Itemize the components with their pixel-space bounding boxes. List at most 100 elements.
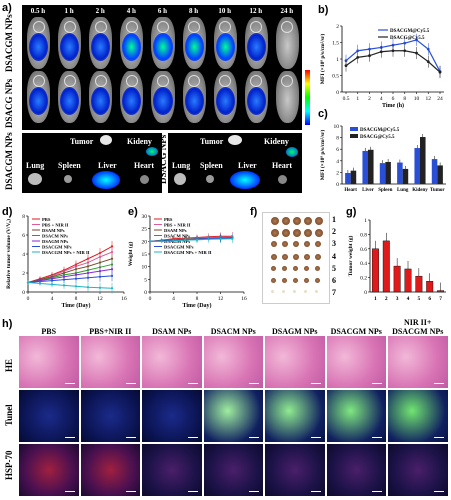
tumor-circle bbox=[32, 75, 45, 87]
data-point bbox=[160, 240, 163, 243]
y-tick-label: 25 bbox=[142, 227, 148, 233]
legend-label: DSAGM NPs bbox=[164, 239, 190, 244]
tumor-specimen bbox=[293, 265, 298, 271]
scale-bar bbox=[372, 437, 382, 438]
x-tick-label: Spleen bbox=[378, 188, 392, 193]
column-header: PBS+NIR II bbox=[89, 327, 132, 336]
panel-g-label: g) bbox=[346, 206, 357, 218]
scale-bar bbox=[433, 383, 444, 384]
tumor-circle bbox=[156, 21, 169, 33]
fluorescence-signal bbox=[184, 87, 204, 115]
tumor-specimen bbox=[293, 278, 298, 283]
y-tick-label: 15 bbox=[142, 252, 148, 258]
x-tick-label: 2 bbox=[368, 96, 371, 102]
x-tick-label: 12 bbox=[97, 296, 103, 302]
time-label: 4 h bbox=[126, 7, 136, 15]
chart-e: 0 5 10 15 20 25 30 0 4 8 12 16 Weight (g) Time (Day) P… bbox=[128, 214, 247, 309]
histology-tile bbox=[203, 444, 263, 496]
scale-bar bbox=[372, 383, 382, 384]
fluorescence-signal bbox=[215, 87, 235, 115]
legend-label: DSACM NPs bbox=[42, 234, 68, 239]
tumor-specimen bbox=[304, 278, 309, 283]
x-tick-label: Lung bbox=[397, 188, 409, 193]
histology-tile bbox=[388, 444, 448, 496]
scale-bar bbox=[310, 383, 321, 384]
x-tick-label: 0 bbox=[27, 296, 30, 302]
x-tick-label: 4 bbox=[172, 296, 175, 302]
tumor-specimen bbox=[304, 290, 307, 294]
scale-bar bbox=[187, 491, 198, 492]
y-axis-label: Tumor weight (g) bbox=[347, 236, 354, 277]
series-line bbox=[150, 238, 233, 242]
y-tick-label: 4 bbox=[336, 159, 339, 165]
panel-b-label: b) bbox=[318, 4, 329, 16]
x-axis-label: Time (Day) bbox=[61, 302, 90, 309]
data-point bbox=[86, 271, 90, 275]
x-tick-label: 8 bbox=[196, 296, 199, 302]
x-tick-label: Tumor bbox=[430, 188, 445, 193]
data-point bbox=[403, 49, 407, 53]
bar bbox=[437, 290, 445, 293]
data-point bbox=[50, 279, 54, 282]
data-point bbox=[184, 238, 187, 242]
mouse-image bbox=[244, 71, 268, 123]
fluorescence-signal bbox=[91, 33, 111, 61]
y-tick-label: 0 bbox=[22, 290, 25, 296]
histology-tile bbox=[265, 444, 325, 496]
scale-bar bbox=[64, 491, 75, 492]
histology-tile bbox=[19, 444, 79, 496]
y-tick-label: 6 bbox=[336, 147, 339, 153]
histology-tile bbox=[326, 444, 386, 496]
data-point bbox=[172, 239, 175, 242]
panel-e-label: e) bbox=[128, 206, 138, 218]
tumor-circle bbox=[94, 75, 107, 87]
time-label: 12 h bbox=[249, 7, 263, 15]
tumor-specimen bbox=[304, 265, 309, 271]
tumor-specimen bbox=[315, 278, 320, 283]
tumor-specimen bbox=[282, 217, 290, 225]
tumor-specimen bbox=[315, 241, 321, 248]
time-label: 24 h bbox=[280, 7, 294, 15]
y-axis-label: MFI (×10⁹ p/s/cm²/sr) bbox=[319, 34, 326, 85]
x-tick-label: Kideny bbox=[412, 188, 428, 193]
organ-label-heart: Heart bbox=[134, 161, 154, 170]
row-label: Tunel bbox=[4, 404, 14, 426]
tumor-specimen bbox=[282, 229, 290, 238]
data-point bbox=[50, 283, 54, 286]
organ-label-kidney: Kideny bbox=[264, 137, 289, 146]
tumor-specimen bbox=[282, 265, 287, 271]
x-tick-label: 4 bbox=[51, 296, 54, 302]
tumor-circle bbox=[125, 75, 138, 87]
tumor-specimen bbox=[271, 217, 279, 225]
y-axis-label: MFI (×10⁹ p/s/cm²/sr) bbox=[319, 130, 326, 181]
x-tick-label: Heart bbox=[344, 188, 357, 193]
organ-tumor bbox=[100, 135, 112, 145]
fluorescence-signal bbox=[153, 33, 173, 61]
fluorescence-signal bbox=[153, 87, 173, 115]
y-tick-label: 0 bbox=[336, 182, 339, 188]
y-tick-label: 4 bbox=[22, 252, 25, 258]
tumor-circle bbox=[281, 21, 294, 33]
histology-tile bbox=[203, 336, 263, 388]
x-tick-label: 12 bbox=[426, 96, 432, 102]
scale-bar bbox=[433, 437, 444, 438]
mouse-image bbox=[275, 71, 299, 123]
tumor-specimen bbox=[271, 290, 274, 294]
tumor-circle bbox=[125, 21, 138, 33]
fluorescence-signal bbox=[60, 33, 80, 61]
organ-label-spleen: Spleen bbox=[200, 161, 223, 170]
histology-tile bbox=[203, 390, 263, 442]
y-tick-label: 0.8 bbox=[360, 232, 367, 238]
mouse-image bbox=[213, 71, 237, 123]
tumor-specimen bbox=[304, 229, 312, 238]
tumor-specimen bbox=[315, 290, 318, 294]
legend-label: DSAGM NPs bbox=[42, 239, 68, 244]
mouse-image bbox=[89, 71, 113, 123]
data-point bbox=[368, 47, 371, 51]
bar bbox=[402, 168, 409, 184]
mouse-image bbox=[58, 71, 82, 123]
tumor-circle bbox=[250, 75, 263, 87]
histology-tile bbox=[80, 390, 140, 442]
tumor-specimen bbox=[282, 253, 288, 260]
histology-tile bbox=[19, 390, 79, 442]
